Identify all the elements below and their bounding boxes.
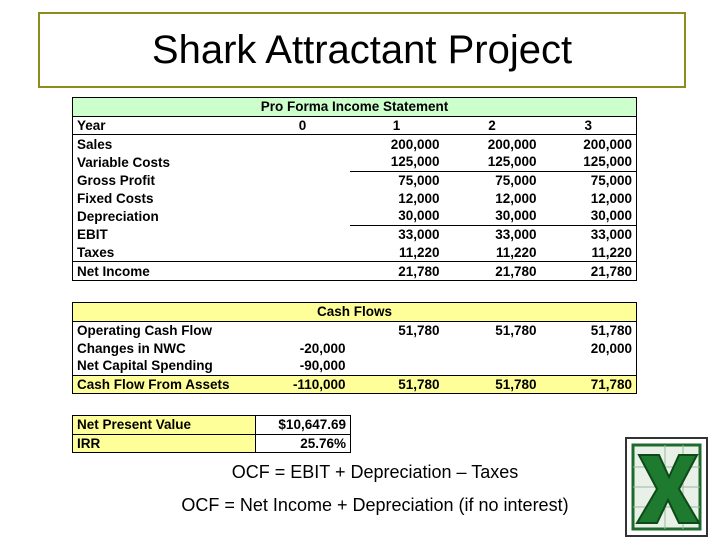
table-row: Year 0 1 2 3: [72, 116, 637, 135]
excel-icon: [625, 437, 708, 537]
row-label: Cash Flow From Assets: [77, 377, 230, 393]
row-label: EBIT: [77, 226, 108, 242]
row-label: Net Income: [77, 263, 150, 279]
cell-value: [256, 321, 350, 339]
header-row: Cash Flows: [72, 302, 637, 322]
cell-value: 21,780: [495, 263, 537, 279]
cell-value: 125,000: [540, 153, 637, 172]
cell-value: 125,000: [443, 153, 541, 172]
cell-value: [256, 207, 350, 225]
cell-value: 30,000: [540, 207, 637, 226]
cell-value: 33,000: [495, 227, 537, 243]
row-label: Fixed Costs: [77, 190, 154, 206]
table-row: Taxes 11,220 11,220 11,220: [73, 244, 637, 262]
cell-value: 75,000: [398, 173, 440, 189]
cell-value: 12,000: [398, 190, 440, 206]
row-label: Depreciation: [77, 208, 159, 224]
cash-flows: Cash Flows Operating Cash Flow 51,780 51,78…: [72, 302, 638, 395]
cell-value: [444, 339, 541, 357]
cell-value: [350, 339, 444, 357]
cell-value: -20,000: [299, 340, 346, 356]
table-row: Operating Cash Flow 51,780 51,780 51,780: [73, 321, 637, 339]
row-label: IRR: [72, 434, 256, 453]
cell-value: 33,000: [398, 227, 440, 243]
table-title: Cash Flows: [317, 304, 393, 320]
cell-value: 11,220: [398, 244, 440, 260]
table-row: Depreciation 30,000 30,000 30,000: [73, 207, 637, 226]
cell-value: 3: [584, 118, 593, 134]
cell-value: 51,780: [398, 323, 440, 339]
row-label: Gross Profit: [77, 172, 156, 188]
table-title: Pro Forma Income Statement: [260, 99, 449, 115]
cell-value: 125,000: [349, 153, 444, 172]
cell-value: 1: [392, 118, 401, 134]
row-label: Net Capital Spending: [77, 358, 213, 374]
cell-value: 20,000: [590, 340, 633, 356]
formula: OCF = EBIT + Depreciation – Taxes: [231, 462, 519, 482]
cell-value: 11,220: [495, 244, 537, 260]
cell-value: $10,647.69: [255, 415, 351, 435]
cell-value: -90,000: [299, 358, 346, 374]
cell-value: 25.76%: [300, 436, 346, 452]
row-label: Year: [77, 118, 106, 134]
cell-value: 75,000: [590, 173, 633, 189]
cell-value: 75,000: [495, 173, 537, 189]
income-statement: Pro Forma Income Statement Year 0 1 2 3 Sales 2…: [72, 97, 638, 281]
cell-value: 51,780: [398, 377, 440, 393]
cell-value: 21,780: [398, 263, 440, 279]
cell-value: [350, 357, 444, 375]
table-row: Net Capital Spending -90,000: [73, 357, 637, 375]
valuation: Net Present Value $10,647.69 IRR 25.76%: [72, 415, 351, 454]
cell-value: 200,000: [390, 136, 440, 152]
cell-value: 0: [298, 118, 307, 134]
row-label: Taxes: [77, 244, 115, 260]
header-row: Pro Forma Income Statement: [72, 97, 637, 117]
cell-value: [256, 153, 350, 171]
cell-value: 51,780: [495, 323, 537, 339]
row-label: Operating Cash Flow: [77, 323, 213, 339]
cell-value: 12,000: [495, 190, 537, 206]
cell-value: 21,780: [590, 263, 633, 279]
cell-value: [444, 357, 541, 375]
cell-value: [541, 357, 637, 375]
cell-value: -110,000: [292, 377, 346, 393]
table-row: Net Present Value $10,647.69: [72, 415, 351, 435]
table-row: IRR 25.76%: [72, 434, 351, 453]
cell-value: [256, 262, 350, 281]
cell-value: 51,780: [495, 377, 537, 393]
row-label: Sales: [77, 136, 113, 152]
table-row: Gross Profit 75,000 75,000 75,000: [73, 171, 637, 189]
cell-value: 51,780: [590, 323, 633, 339]
table-row: EBIT 33,000 33,000 33,000: [73, 225, 637, 243]
row-label: Variable Costs: [77, 154, 171, 170]
cell-value: 30,000: [349, 207, 444, 226]
cell-value: [256, 244, 350, 262]
cell-value: 2: [488, 118, 496, 134]
cell-value: 200,000: [583, 136, 633, 152]
cell-value: [256, 189, 350, 207]
cell-value: 71,780: [590, 377, 633, 393]
row-label: Changes in NWC: [77, 340, 186, 356]
table-row: Net Income 21,780 21,780 21,780: [72, 261, 637, 281]
cell-value: 200,000: [487, 136, 537, 152]
cell-value: [256, 171, 350, 189]
slide-title: Shark Attractant Project: [38, 12, 686, 88]
table-row: Variable Costs 125,000 125,000 125,000: [73, 153, 637, 172]
table-row: Fixed Costs 12,000 12,000 12,000: [73, 189, 637, 207]
table-row: Cash Flow From Assets -110,000 51,780 51,78…: [72, 375, 637, 394]
formula: OCF = Net Income + Depreciation (if no i…: [181, 495, 569, 515]
cell-value: 12,000: [590, 190, 633, 206]
table-row: Sales 200,000 200,000 200,000: [73, 135, 637, 153]
cell-value: 30,000: [443, 207, 541, 226]
cell-value: [256, 135, 350, 153]
table-row: Changes in NWC -20,000 20,000: [73, 339, 637, 357]
cell-value: 11,220: [591, 244, 633, 260]
cell-value: [256, 225, 350, 243]
row-label: Net Present Value: [72, 415, 256, 435]
cell-value: 33,000: [590, 227, 633, 243]
